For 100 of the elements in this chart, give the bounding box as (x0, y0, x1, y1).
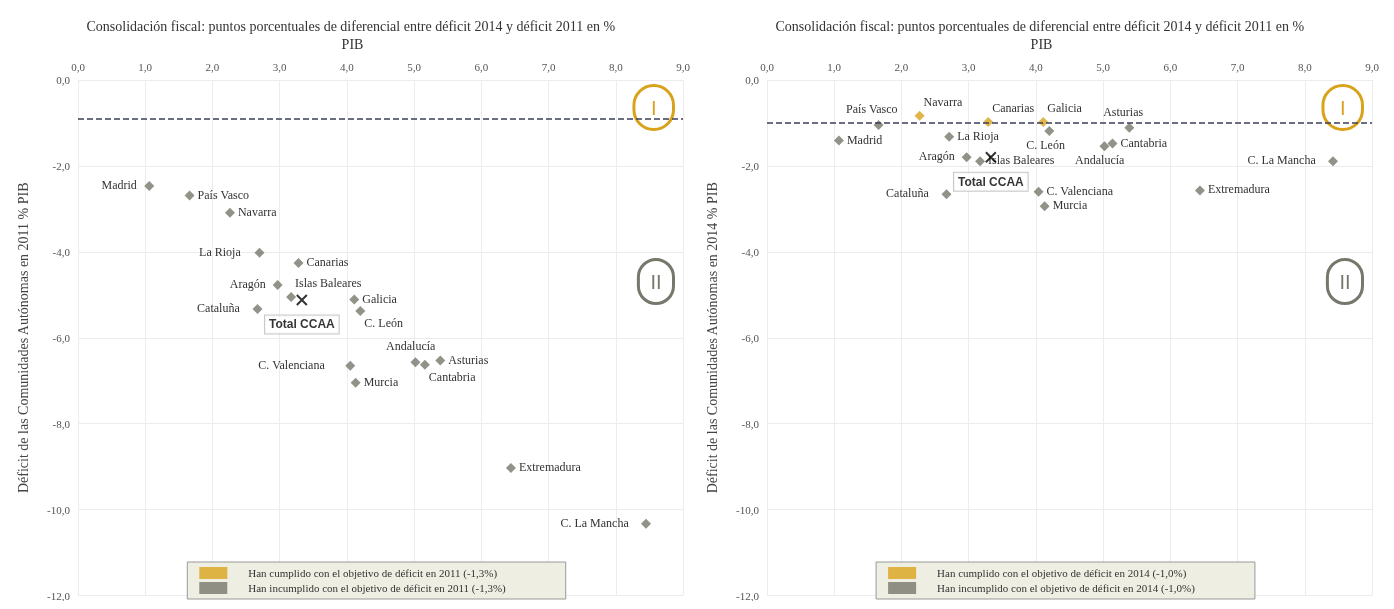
x-tick-label: 6,0 (1163, 60, 1178, 73)
annotation: Galicia (362, 291, 398, 306)
annotation: Extremadura (1207, 182, 1271, 197)
x-tick-label: 0,0 (760, 60, 775, 73)
annotation: II (1339, 270, 1351, 293)
annotation: Asturias (1103, 104, 1144, 119)
x-tick-label: 3,0 (961, 60, 977, 73)
point (435, 355, 446, 366)
point (350, 377, 361, 388)
legend-label: Han incumplido con el objetivo de déficit en 2011 (-1,3%) (248, 582, 507, 595)
annotation: Navarra (923, 94, 963, 109)
point (272, 279, 283, 290)
x-tick-label: 2,0 (205, 60, 220, 73)
series-label: Total CCAA (268, 317, 336, 332)
annotation: Asturias (448, 352, 489, 367)
chart-title: Consolidación fiscal: puntos porcentuales de diferencial entre déficit 2014 y déficit 2011 en % PIB (775, 18, 1308, 52)
annotation: C. León (364, 316, 404, 331)
annotation: País Vasco (846, 102, 898, 117)
point (349, 294, 360, 305)
x-tick-label: 2,0 (894, 60, 909, 73)
point (961, 152, 972, 163)
annotation: Madrid (846, 132, 883, 147)
legend-label: Han cumplido con el objetivo de déficit en 2011 (-1,3%) (248, 567, 498, 580)
point (355, 306, 366, 317)
point (1328, 156, 1339, 167)
point (293, 258, 304, 268)
annotation: Cantabria (1120, 135, 1168, 150)
annotation: Galicia (1047, 101, 1083, 116)
annotation: Canarias (992, 101, 1035, 116)
annotation: País Vasco (197, 187, 250, 202)
y-tick-label: -12,0 (47, 589, 71, 602)
x-tick-label: 9,0 (1365, 60, 1380, 73)
x-tick-label: 7,0 (1230, 60, 1245, 73)
annotation: Andalucía (1075, 153, 1126, 168)
annotation: Murcia (1052, 198, 1088, 213)
point (975, 156, 986, 167)
point (914, 110, 925, 121)
annotation: Cantabria (428, 369, 477, 384)
point (1107, 138, 1118, 149)
y-tick-label: -2,0 (741, 159, 760, 172)
annotation: Aragón (918, 149, 955, 164)
point (641, 518, 652, 529)
point (419, 359, 430, 370)
point (1099, 141, 1110, 152)
chart-title: Consolidación fiscal: puntos porcentuales de diferencial entre déficit 2014 y déficit 2011 en % PIB (86, 18, 619, 52)
x-tick-label: 8,0 (608, 60, 624, 73)
annotation: Aragón (229, 276, 266, 291)
annotation: Cataluña (197, 300, 241, 315)
annotation: C. La Mancha (560, 515, 630, 530)
x-tick-label: 5,0 (1096, 60, 1111, 73)
y-tick-label: -12,0 (736, 589, 760, 602)
annotation: Murcia (363, 374, 399, 389)
y-tick-label: 0,0 (745, 74, 760, 86)
y-tick-label: -6,0 (52, 331, 71, 344)
annotation: La Rioja (199, 244, 242, 259)
x-tick-label: 4,0 (1029, 60, 1044, 73)
x-tick-label: 7,0 (541, 60, 556, 73)
annotation: II (650, 270, 662, 293)
x-tick-label: 4,0 (340, 60, 355, 73)
annotation: C. La Mancha (1247, 153, 1317, 168)
y-tick-label: -10,0 (47, 503, 71, 516)
x-tick-label: 1,0 (138, 60, 153, 73)
point (410, 357, 421, 368)
point (224, 207, 235, 218)
point (941, 189, 952, 200)
point (505, 462, 516, 473)
annotation: La Rioja (957, 128, 1000, 143)
point (184, 190, 195, 201)
y-tick-label: -4,0 (52, 245, 71, 258)
point (345, 360, 356, 371)
x-tick-label: 1,0 (827, 60, 842, 73)
point (1124, 122, 1135, 133)
point (833, 135, 844, 146)
point (1194, 185, 1205, 196)
point (144, 181, 155, 192)
annotation: C. León (1026, 138, 1065, 153)
x-tick-label: 5,0 (407, 60, 422, 73)
y-tick-label: -4,0 (741, 245, 760, 258)
y-tick-label: -8,0 (741, 417, 760, 430)
y-tick-label: 0,0 (56, 74, 71, 86)
annotation: Canarias (306, 255, 349, 269)
annotation: Madrid (101, 178, 137, 193)
y-axis-title: Déficit de las Comunidades Autónomas en 2014 % PIB (704, 182, 720, 494)
point (252, 303, 263, 314)
point (1039, 201, 1050, 212)
point (295, 293, 308, 306)
y-tick-label: -10,0 (736, 503, 760, 516)
annotation: Andalucía (386, 339, 437, 354)
y-tick-label: -2,0 (52, 159, 71, 172)
annotation: I (650, 96, 657, 119)
series-label: Total CCAA (957, 174, 1025, 189)
y-tick-label: -8,0 (52, 417, 71, 430)
x-tick-label: 6,0 (474, 60, 489, 73)
annotation: C. Valenciana (1046, 183, 1114, 198)
x-tick-label: 0,0 (71, 60, 86, 73)
point (1044, 126, 1055, 137)
annotation: C. Valenciana (258, 357, 326, 372)
y-axis-title: Déficit de las Comunidades Autónomas en 2011 % PIB (15, 182, 31, 494)
point (1033, 186, 1044, 197)
annotation: Cataluña (886, 186, 930, 201)
